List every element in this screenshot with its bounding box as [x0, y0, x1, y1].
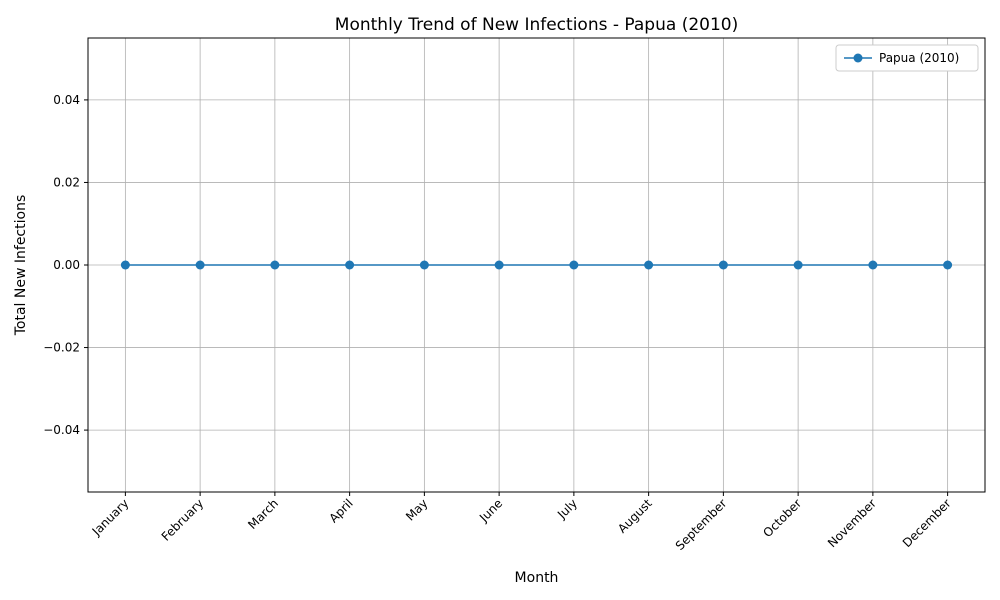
y-axis-label: Total New Infections [13, 195, 29, 337]
legend: Papua (2010) [835, 44, 979, 72]
plot-frame [87, 37, 986, 493]
data-point [195, 260, 205, 270]
data-point [868, 260, 878, 270]
y-tick-label: −0.04 [43, 423, 80, 437]
data-point [120, 260, 130, 270]
legend-label: Papua (2010) [879, 51, 959, 65]
series-layer [120, 260, 953, 270]
chart-title: Monthly Trend of New Infections - Papua … [335, 15, 738, 35]
legend-marker-swatch [853, 53, 863, 63]
y-tick-label: 0.00 [53, 258, 80, 272]
data-point [943, 260, 953, 270]
data-point [569, 260, 579, 270]
x-axis-label: Month [515, 570, 559, 586]
y-tick-label: 0.04 [53, 93, 80, 107]
data-point [718, 260, 728, 270]
y-tick-label: 0.02 [53, 175, 80, 189]
data-point [419, 260, 429, 270]
data-point [644, 260, 654, 270]
data-point [494, 260, 504, 270]
legend-box [835, 44, 979, 72]
data-point [793, 260, 803, 270]
data-point [270, 260, 280, 270]
data-point [345, 260, 355, 270]
y-tick-label: −0.02 [43, 341, 80, 355]
